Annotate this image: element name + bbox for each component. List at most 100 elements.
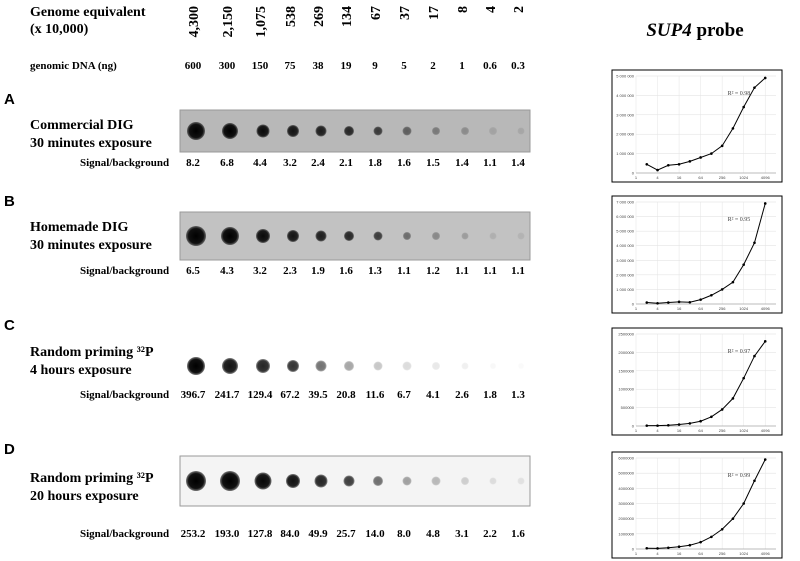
point bbox=[731, 517, 735, 520]
signal-value: 6.5 bbox=[186, 265, 200, 277]
dna-value: 150 bbox=[252, 60, 269, 72]
dna-label: genomic DNA (ng) bbox=[30, 60, 117, 72]
signal-value: 25.7 bbox=[336, 528, 356, 540]
point bbox=[656, 547, 659, 550]
point bbox=[677, 300, 681, 304]
signal-value: 3.2 bbox=[283, 157, 297, 169]
signal-value: 4.1 bbox=[426, 389, 440, 401]
x-tick-label: 256 bbox=[719, 306, 726, 311]
blot bbox=[179, 109, 531, 153]
point bbox=[753, 479, 756, 483]
chart-frame bbox=[611, 451, 783, 559]
probe-gene: SUP4 bbox=[646, 20, 691, 41]
signal-value: 1.3 bbox=[368, 265, 382, 277]
point bbox=[699, 540, 702, 544]
point bbox=[656, 301, 659, 305]
panel-letter: A bbox=[4, 91, 15, 108]
panel-title: 30 minutes exposure bbox=[30, 238, 152, 253]
signal-label: Signal/background bbox=[80, 389, 169, 401]
dna-value: 5 bbox=[401, 60, 407, 72]
y-tick-label: 0 bbox=[632, 424, 635, 429]
y-tick-label: 5 000 000 bbox=[616, 229, 635, 234]
blot-dot bbox=[489, 477, 497, 485]
dna-value: 38 bbox=[313, 60, 325, 72]
y-tick-label: 4 000 000 bbox=[616, 93, 635, 98]
blot-dot bbox=[432, 127, 440, 135]
signal-label: Signal/background bbox=[80, 528, 169, 540]
point bbox=[763, 202, 767, 205]
signal-value: 396.7 bbox=[181, 389, 206, 401]
x-tick-label: 16 bbox=[677, 175, 682, 180]
x-tick-label: 256 bbox=[719, 551, 726, 556]
blot-dot bbox=[186, 471, 206, 491]
genome-value: 4,300 bbox=[187, 6, 202, 38]
blot-dot bbox=[256, 124, 270, 138]
panel-title: 20 hours exposure bbox=[30, 489, 139, 504]
point bbox=[677, 545, 681, 549]
signal-value: 4.8 bbox=[426, 528, 440, 540]
point bbox=[753, 354, 756, 358]
blot-dot bbox=[256, 229, 270, 243]
y-tick-label: 3000000 bbox=[618, 501, 634, 506]
y-tick-label: 4 000 000 bbox=[616, 243, 635, 248]
point bbox=[645, 301, 649, 304]
signal-value: 3.2 bbox=[253, 265, 267, 277]
blot-dot bbox=[402, 126, 412, 136]
blot-dot bbox=[344, 361, 354, 371]
genome-value: 8 bbox=[456, 6, 471, 13]
y-tick-label: 0 bbox=[632, 547, 635, 552]
series-line bbox=[646, 77, 766, 171]
panel-letter: C bbox=[4, 317, 15, 334]
point bbox=[667, 163, 670, 167]
point bbox=[656, 168, 659, 172]
y-tick-label: 2 000 000 bbox=[616, 272, 635, 277]
dna-value: 19 bbox=[341, 60, 353, 72]
x-tick-label: 1 bbox=[635, 551, 638, 556]
point bbox=[763, 458, 767, 461]
y-tick-label: 3 000 000 bbox=[616, 258, 635, 263]
blot-dot bbox=[431, 476, 441, 486]
x-tick-label: 256 bbox=[719, 175, 726, 180]
blot-dot bbox=[343, 475, 355, 487]
point bbox=[720, 288, 724, 291]
genome-value: 2,150 bbox=[221, 6, 236, 38]
series-line bbox=[646, 203, 766, 304]
point bbox=[645, 162, 649, 166]
x-tick-label: 1024 bbox=[739, 175, 749, 180]
x-tick-label: 16 bbox=[677, 428, 682, 433]
panel-title: 4 hours exposure bbox=[30, 363, 132, 378]
blot-dot bbox=[315, 360, 327, 372]
x-tick-label: 16 bbox=[677, 551, 682, 556]
chart-frame bbox=[611, 69, 783, 183]
panel-title: Homemade DIG bbox=[30, 220, 128, 235]
point bbox=[731, 397, 735, 400]
y-tick-label: 2000000 bbox=[618, 516, 634, 521]
blot-dot bbox=[286, 474, 300, 488]
x-tick-label: 1 bbox=[635, 306, 638, 311]
genome-value: 17 bbox=[427, 6, 442, 20]
genome-value: 538 bbox=[284, 6, 299, 27]
panel-title: Random priming ³²P bbox=[30, 345, 154, 360]
point bbox=[677, 162, 681, 166]
blot-dot bbox=[315, 125, 327, 137]
point bbox=[688, 422, 692, 425]
genome-value: 67 bbox=[369, 6, 384, 20]
blot-dot bbox=[256, 359, 270, 373]
blot-dot bbox=[461, 232, 469, 240]
signal-value: 1.4 bbox=[511, 157, 525, 169]
signal-value: 2.2 bbox=[483, 528, 497, 540]
signal-value: 193.0 bbox=[215, 528, 240, 540]
blot-dot bbox=[254, 472, 272, 490]
x-tick-label: 4 bbox=[656, 428, 659, 433]
blot-dot bbox=[490, 363, 496, 369]
y-tick-label: 1000000 bbox=[618, 531, 634, 536]
y-tick-label: 1500000 bbox=[618, 368, 634, 373]
signal-label: Signal/background bbox=[80, 265, 169, 277]
blot-dot bbox=[287, 360, 299, 372]
blot-dot bbox=[402, 476, 412, 486]
y-tick-label: 5 000 000 bbox=[616, 74, 635, 79]
signal-label: Signal/background bbox=[80, 157, 169, 169]
r2-annotation: R² = 0.99 bbox=[728, 473, 751, 479]
x-tick-label: 64 bbox=[698, 306, 703, 311]
